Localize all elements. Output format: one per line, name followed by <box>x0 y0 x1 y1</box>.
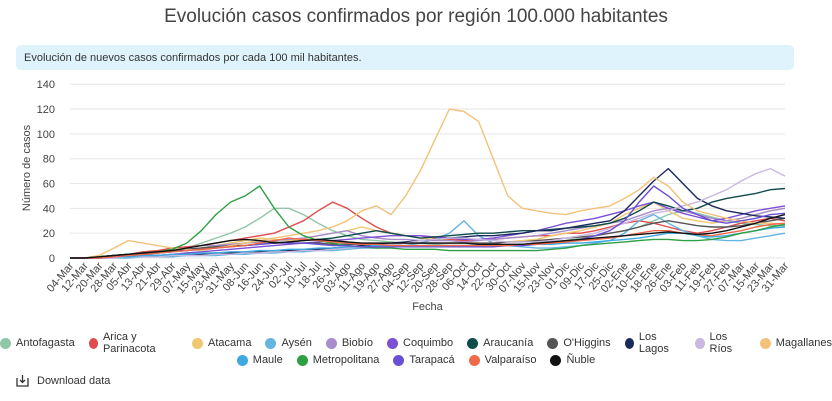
legend-swatch <box>759 337 771 349</box>
legend-label: Los Ríos <box>709 331 733 355</box>
y-tick-label: 120 <box>37 104 55 116</box>
legend-label: Ñuble <box>566 354 596 366</box>
legend-label: Arica y Parinacota <box>102 331 156 355</box>
legend-swatch <box>192 337 204 349</box>
legend-item[interactable]: Biobío <box>325 331 374 355</box>
legend-item[interactable]: Maule <box>236 354 283 366</box>
legend-label: Los Lagos <box>638 331 669 355</box>
legend-item[interactable]: Los Ríos <box>695 331 745 355</box>
series-line <box>70 167 786 259</box>
legend-item[interactable]: Arica y Parinacota <box>88 331 178 355</box>
series-line <box>70 222 786 259</box>
legend-item[interactable]: O'Higgins <box>547 331 611 355</box>
y-tick-label: 0 <box>49 253 55 265</box>
download-label[interactable]: Download data <box>37 374 111 387</box>
legend-swatch <box>0 337 11 349</box>
legend-item[interactable]: Tarapacá <box>393 354 455 366</box>
legend-label: O'Higgins <box>563 337 611 349</box>
legend-swatch <box>550 354 562 366</box>
legend-swatch <box>393 354 405 366</box>
y-tick-label: 80 <box>43 154 55 166</box>
legend-swatch <box>695 337 705 349</box>
y-tick-label: 60 <box>43 179 55 191</box>
series-line <box>70 185 786 259</box>
legend-label: Biobío <box>341 337 374 349</box>
legend-item[interactable]: Metropolitana <box>296 354 380 366</box>
legend-item[interactable]: Coquimbo <box>387 331 453 355</box>
series-line <box>70 213 786 259</box>
legend-item[interactable]: Atacama <box>192 331 251 355</box>
legend-swatch <box>387 337 399 349</box>
legend: Maule Metropolitana Tarapacá Valparaíso Ñubl… <box>0 354 832 366</box>
legend-label: Metropolitana <box>312 354 380 366</box>
download-icon <box>16 375 29 387</box>
legend-label: Antofagasta <box>16 337 75 349</box>
legend-item[interactable]: Antofagasta <box>0 331 75 355</box>
y-tick-label: 100 <box>37 129 55 141</box>
legend-label: Maule <box>252 354 283 366</box>
legend-item[interactable]: Araucanía <box>467 331 533 355</box>
x-axis-label: Fecha <box>412 301 443 313</box>
legend-label: Valparaíso <box>484 354 537 366</box>
legend-item[interactable]: Ñuble <box>550 354 595 366</box>
legend-swatch <box>265 337 277 349</box>
legend-swatch <box>325 337 337 349</box>
series-line <box>70 108 786 259</box>
legend-swatch <box>296 354 308 366</box>
legend-swatch <box>88 337 98 349</box>
legend-swatch <box>467 337 479 349</box>
download-button[interactable]: Download data <box>16 374 110 387</box>
legend-swatch <box>624 337 634 349</box>
y-tick-label: 140 <box>37 79 55 91</box>
legend-label: Araucanía <box>483 337 534 349</box>
y-axis-label: Número de casos <box>21 124 33 211</box>
legend-item[interactable]: Valparaíso <box>468 354 537 366</box>
y-tick-label: 40 <box>43 203 55 215</box>
legend-label: Coquimbo <box>403 337 454 349</box>
legend: Antofagasta Arica y Parinacota Atacama Aysé… <box>0 331 832 355</box>
legend-label: Atacama <box>208 337 252 349</box>
series-line <box>70 201 786 259</box>
legend-label: Aysén <box>281 337 312 349</box>
legend-item[interactable]: Magallanes <box>759 331 832 355</box>
legend-label: Tarapacá <box>409 354 455 366</box>
legend-label: Magallanes <box>775 337 832 349</box>
info-banner: Evolución de nuevos casos confirmados po… <box>16 45 794 70</box>
legend-swatch <box>236 354 248 366</box>
series-line <box>70 167 786 259</box>
chart-title: Evolución casos confirmados por región 1… <box>164 6 668 27</box>
legend-swatch <box>547 337 559 349</box>
legend-item[interactable]: Los Lagos <box>624 331 682 355</box>
legend-swatch <box>468 354 480 366</box>
y-tick-label: 20 <box>43 228 55 240</box>
legend-item[interactable]: Aysén <box>265 331 312 355</box>
